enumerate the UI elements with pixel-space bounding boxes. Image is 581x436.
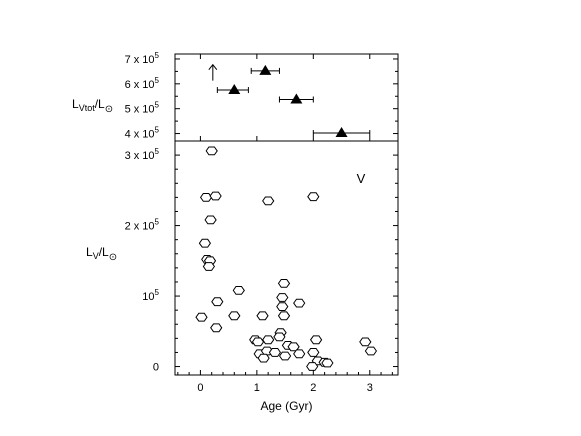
hexagon-point xyxy=(232,286,245,295)
lower-limit-arrow-head xyxy=(208,63,218,70)
hexagon-point xyxy=(210,323,223,333)
hexagon-point xyxy=(278,351,292,361)
hexagon-point xyxy=(257,353,270,363)
triangle-point xyxy=(290,93,303,104)
hexagon-point xyxy=(277,311,291,321)
hexagon-point xyxy=(228,311,241,321)
hexagon-point xyxy=(256,311,269,321)
hexagon-point xyxy=(277,279,291,288)
xtick-label: 3 xyxy=(367,382,373,394)
triangle-point xyxy=(259,64,272,75)
x-axis-label: Age (Gyr) xyxy=(260,399,312,413)
hexagon-point xyxy=(306,362,319,371)
hexagon-point xyxy=(321,358,334,368)
bottom-ytick-label: 3 x 105 xyxy=(125,147,160,162)
bottom-plot-frame xyxy=(174,140,399,376)
hexagon-point xyxy=(268,348,282,357)
bottom-ytick-label: 2 x 105 xyxy=(125,218,160,233)
bottom-ylabel: LV/L⊙ xyxy=(86,245,117,263)
top-ylabel: LVtot/L⊙ xyxy=(72,97,113,115)
xtick-label: 1 xyxy=(254,382,260,394)
top-ytick-label: 5 x 105 xyxy=(125,101,160,116)
xtick-label: 2 xyxy=(310,382,316,394)
hexagon-point xyxy=(205,146,218,156)
top-plot-frame xyxy=(174,53,399,142)
xtick-label: 0 xyxy=(197,382,203,394)
hexagon-point xyxy=(307,192,320,202)
top-ytick-label: 4 x 105 xyxy=(125,126,160,141)
bottom-panel: 0 105 2 x 105 3 x 105 0 1 2 3 Age (Gyr) LV/L⊙ V xyxy=(86,140,399,413)
hexagon-point xyxy=(359,337,372,347)
hexagon-point xyxy=(273,332,286,342)
hexagon-point xyxy=(293,349,306,359)
bottom-ytick-label: 0 xyxy=(153,362,159,374)
hexagon-point xyxy=(293,298,306,308)
hexagon-point xyxy=(262,335,275,345)
hexagon-point xyxy=(195,312,208,322)
hexagon-point xyxy=(309,335,323,345)
hexagon-point xyxy=(202,262,216,271)
hexagon-point xyxy=(276,302,289,311)
hexagon-point xyxy=(209,191,222,201)
hexagon-point xyxy=(262,196,275,206)
triangle-point xyxy=(228,84,241,95)
hexagon-point xyxy=(251,337,265,347)
top-ytick-label: 7 x 105 xyxy=(125,51,160,66)
triangle-point xyxy=(335,127,348,138)
hexagon-point xyxy=(364,346,378,356)
hexagon-point xyxy=(198,238,212,248)
bottom-ytick-label: 105 xyxy=(142,288,159,303)
hexagon-point xyxy=(276,293,289,302)
top-ytick-label: 6 x 105 xyxy=(125,76,160,91)
hexagon-point xyxy=(211,297,224,307)
band-annotation: V xyxy=(357,171,366,186)
hexagon-point xyxy=(307,348,320,357)
hexagon-point xyxy=(199,193,213,202)
top-panel: 4 x 105 5 x 105 6 x 105 7 x 105 LVtot/L⊙ xyxy=(72,51,399,142)
hexagon-point xyxy=(204,215,217,225)
